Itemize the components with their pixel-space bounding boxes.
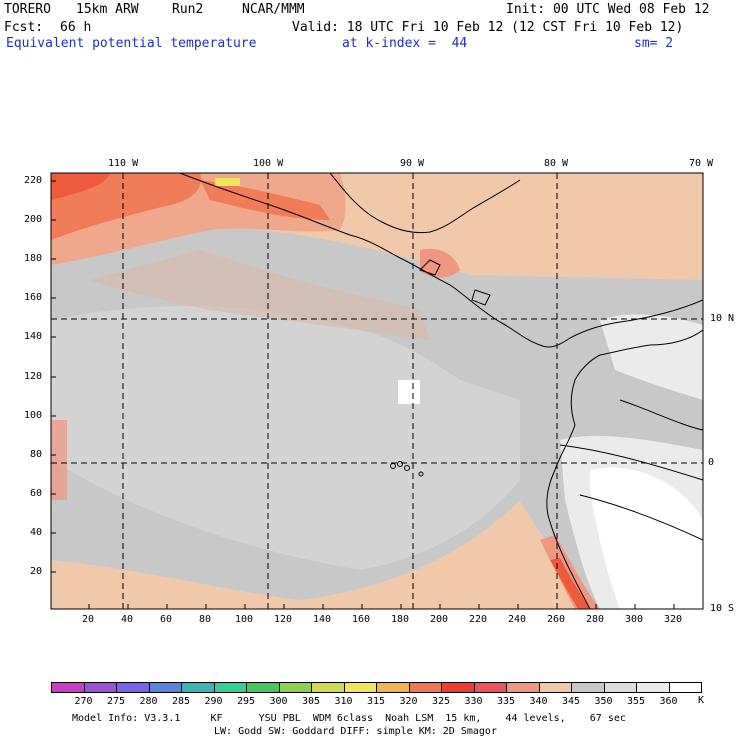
colorbar-swatch xyxy=(603,682,637,693)
field-name: Equivalent potential temperature xyxy=(6,36,257,51)
colorbar-label: 285 xyxy=(171,696,191,707)
x-tick-label: 320 xyxy=(664,614,683,625)
colorbar-label: 335 xyxy=(496,696,516,707)
y-tick-label: 120 xyxy=(24,371,43,382)
colorbar-label: 340 xyxy=(529,696,548,707)
y-tick-label: 100 xyxy=(24,410,43,421)
x-tick-label: 280 xyxy=(586,614,605,625)
model-run: Run2 xyxy=(172,2,204,17)
axis-ticks xyxy=(51,180,675,609)
x-tick-label: 200 xyxy=(430,614,449,625)
x-tick-label: 260 xyxy=(547,614,566,625)
colorbar-swatch xyxy=(213,682,247,693)
x-tick-label: 80 xyxy=(199,614,212,625)
colorbar-label: 300 xyxy=(269,696,288,707)
colorbar-swatch xyxy=(636,682,670,693)
lat-label-10n: 10 N xyxy=(710,313,735,324)
model-resolution: 15km ARW xyxy=(76,2,139,17)
colorbar-swatch xyxy=(51,682,85,693)
colorbar-swatch xyxy=(343,682,377,693)
colorbar-label: 280 xyxy=(139,696,158,707)
y-tick-label: 220 xyxy=(24,175,43,186)
map-frame xyxy=(50,172,704,610)
y-tick-label: 160 xyxy=(24,292,43,303)
colorbar-label: 315 xyxy=(366,696,386,707)
x-tick-label: 20 xyxy=(82,614,95,625)
colorbar-swatch xyxy=(506,682,540,693)
colorbar-swatch xyxy=(148,682,182,693)
y-tick-label: 80 xyxy=(30,449,43,460)
colorbar-label: 325 xyxy=(431,696,451,707)
physics-info: LW: Godd SW: Goddard DIFF: simple KM: 2D… xyxy=(214,726,497,737)
model-org: NCAR/MMM xyxy=(242,2,305,17)
y-tick-label: 180 xyxy=(24,253,43,264)
lat-label-0: 0 xyxy=(708,457,715,468)
colorbar-label: 290 xyxy=(204,696,223,707)
colorbar-swatch xyxy=(246,682,280,693)
model-info: Model Info: V3.3.1 KF YSU PBL WDM 6class… xyxy=(72,713,626,724)
colorbar-swatch xyxy=(571,682,605,693)
x-tick-label: 300 xyxy=(625,614,644,625)
y-tick-label: 40 xyxy=(30,527,43,538)
colorbar-label: 330 xyxy=(464,696,483,707)
x-tick-label: 140 xyxy=(313,614,332,625)
forecast-hour: 66 h xyxy=(60,20,92,35)
model-name: TORERO xyxy=(4,2,51,17)
x-tick-label: 40 xyxy=(121,614,134,625)
colorbar-swatch xyxy=(311,682,345,693)
colorbar-swatch xyxy=(473,682,507,693)
colorbar-label: 355 xyxy=(626,696,646,707)
lon-label-80w: 80 W xyxy=(544,158,569,169)
level-info: at k-index = 44 xyxy=(342,36,468,51)
x-tick-label: 240 xyxy=(508,614,527,625)
colorbar-swatch xyxy=(408,682,442,693)
lon-label-100w: 100 W xyxy=(253,158,284,169)
colorbar-label: 310 xyxy=(334,696,353,707)
forecast-label: Fcst: xyxy=(4,20,44,35)
y-tick-label: 60 xyxy=(30,488,43,499)
colorbar-label: 305 xyxy=(301,696,321,707)
colorbar-swatch xyxy=(441,682,475,693)
x-tick-label: 100 xyxy=(235,614,254,625)
lat-label-10s: 10 S xyxy=(710,603,735,614)
colorbar-label: 270 xyxy=(74,696,93,707)
colorbar-label: 320 xyxy=(399,696,418,707)
colorbar-label: 345 xyxy=(561,696,581,707)
init-time: Init: 00 UTC Wed 08 Feb 12 xyxy=(506,2,710,17)
lon-label-90w: 90 W xyxy=(400,158,425,169)
y-tick-label: 20 xyxy=(30,566,43,577)
x-tick-label: 160 xyxy=(352,614,371,625)
colorbar-swatch xyxy=(538,682,572,693)
y-tick-label: 200 xyxy=(24,214,43,225)
coastlines xyxy=(179,173,703,609)
valid-time: Valid: 18 UTC Fri 10 Feb 12 (12 CST Fri … xyxy=(292,20,684,35)
lon-label-110w: 110 W xyxy=(108,158,139,169)
smoothing-info: sm= 2 xyxy=(634,36,674,51)
colorbar-swatch xyxy=(83,682,117,693)
x-tick-label: 220 xyxy=(469,614,488,625)
colorbar-swatch xyxy=(278,682,312,693)
theta-e-field xyxy=(51,173,703,609)
colorbar-swatch xyxy=(376,682,410,693)
colorbar-label: 350 xyxy=(594,696,613,707)
colorbar-label: 295 xyxy=(236,696,256,707)
x-tick-label: 180 xyxy=(391,614,410,625)
x-tick-label: 60 xyxy=(160,614,173,625)
x-tick-label: 120 xyxy=(274,614,293,625)
colorbar-unit: K xyxy=(698,695,705,706)
colorbar-swatch xyxy=(668,682,702,693)
colorbar-swatch xyxy=(181,682,215,693)
graticule xyxy=(51,173,703,609)
y-tick-label: 140 xyxy=(24,331,43,342)
lon-label-70w: 70 W xyxy=(689,158,714,169)
colorbar-label: 360 xyxy=(659,696,678,707)
colorbar-label: 275 xyxy=(106,696,126,707)
colorbar-swatch xyxy=(116,682,150,693)
